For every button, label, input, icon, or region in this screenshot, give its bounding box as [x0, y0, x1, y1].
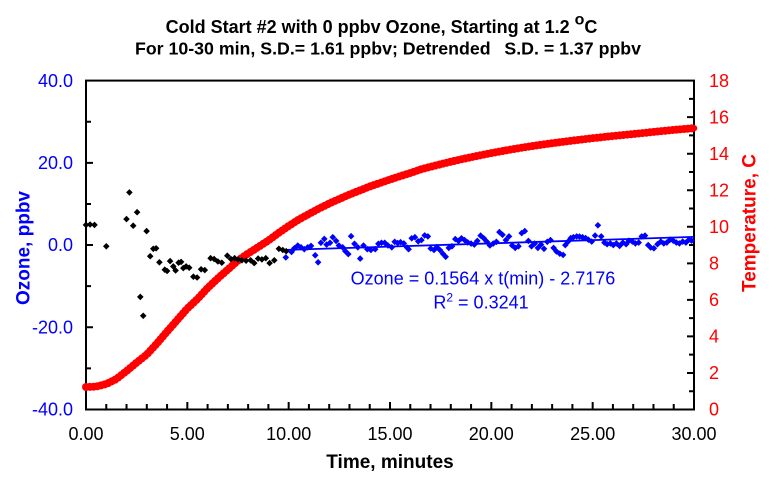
svg-text:10: 10 [709, 217, 729, 237]
svg-text:Ozone, ppbv: Ozone, ppbv [14, 191, 35, 305]
svg-text:16: 16 [709, 107, 729, 127]
svg-text:20.0: 20.0 [38, 153, 73, 173]
svg-text:20.00: 20.00 [469, 424, 514, 444]
svg-text:-20.0: -20.0 [32, 318, 73, 338]
svg-text:30.00: 30.00 [671, 424, 716, 444]
svg-text:4: 4 [709, 327, 719, 347]
svg-text:18: 18 [709, 71, 729, 91]
svg-text:0.0: 0.0 [48, 235, 73, 255]
svg-text:0.00: 0.00 [68, 424, 103, 444]
svg-text:5.00: 5.00 [170, 424, 205, 444]
svg-text:R2 = 0.3241: R2 = 0.3241 [433, 291, 528, 313]
svg-text:40.0: 40.0 [38, 71, 73, 91]
svg-text:Ozone = 0.1564 x t(min) - 2.71: Ozone = 0.1564 x t(min) - 2.7176 [351, 269, 616, 289]
svg-text:12: 12 [709, 180, 729, 200]
svg-text:Time, minutes: Time, minutes [326, 452, 453, 473]
svg-text:-40.0: -40.0 [32, 400, 73, 420]
svg-text:6: 6 [709, 290, 719, 310]
svg-text:25.00: 25.00 [570, 424, 615, 444]
svg-text:For 10-30 min, S.D.= 1.61 ppbv: For 10-30 min, S.D.= 1.61 ppbv; Detrende… [135, 39, 641, 59]
svg-text:2: 2 [709, 363, 719, 383]
svg-text:14: 14 [709, 144, 729, 164]
svg-text:Temperature, C: Temperature, C [740, 154, 761, 292]
svg-text:10.00: 10.00 [266, 424, 311, 444]
svg-text:0: 0 [709, 400, 719, 420]
svg-text:15.00: 15.00 [367, 424, 412, 444]
svg-text:8: 8 [709, 254, 719, 274]
